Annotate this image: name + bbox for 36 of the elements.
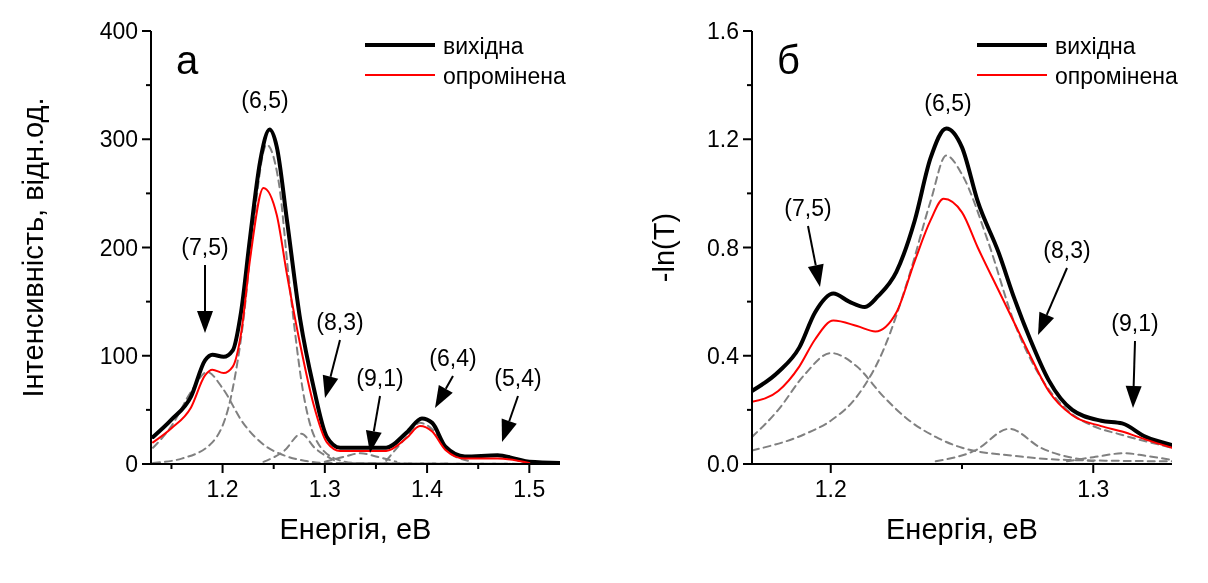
annotation: (9,1) bbox=[356, 365, 404, 391]
annotation: (8,3) bbox=[1043, 237, 1091, 263]
x-tick-label: 1.3 bbox=[308, 476, 341, 502]
y-axis-title: -ln(T) bbox=[648, 212, 680, 283]
x-tick-label: 1.5 bbox=[513, 476, 546, 502]
y-tick-label: 200 bbox=[99, 234, 138, 261]
y-tick-label: 1.2 bbox=[707, 126, 739, 153]
y-tick-label: 400 bbox=[99, 18, 138, 44]
legend-label: вихідна bbox=[443, 33, 524, 59]
y-tick-label: 0.4 bbox=[707, 342, 740, 369]
x-axis-title: Енергія, еВ bbox=[279, 513, 432, 545]
x-tick-label: 1.2 bbox=[814, 476, 847, 502]
y-tick-label: 0 bbox=[125, 451, 138, 477]
annotation: (8,3) bbox=[316, 309, 364, 335]
chart-title: а bbox=[176, 38, 199, 82]
x-tick-label: 1.3 bbox=[1077, 476, 1110, 502]
x-axis-title: Енергія, еВ bbox=[886, 513, 1038, 545]
y-axis-title: Інтенсивність, відн.од. bbox=[17, 97, 49, 398]
y-tick-label: 1.6 bbox=[707, 18, 739, 44]
y-tick-label: 300 bbox=[99, 126, 138, 153]
annotation: (7,5) bbox=[784, 195, 832, 221]
annotation: (5,4) bbox=[494, 365, 542, 391]
legend-label: вихідна bbox=[1055, 33, 1136, 59]
annotation: (7,5) bbox=[181, 234, 229, 260]
x-tick-label: 1.4 bbox=[411, 476, 444, 502]
annotation: (9,1) bbox=[1111, 310, 1159, 336]
annotation: (6,5) bbox=[924, 90, 972, 116]
annotation: (6,4) bbox=[429, 345, 477, 371]
legend-label: опромінена bbox=[1055, 63, 1178, 89]
annotation: (6,5) bbox=[241, 87, 289, 113]
legend-label: опромінена bbox=[443, 63, 566, 89]
x-tick-label: 1.2 bbox=[206, 476, 239, 502]
chart-title: б bbox=[777, 38, 800, 82]
y-tick-label: 0.0 bbox=[707, 451, 739, 477]
y-tick-label: 0.8 bbox=[707, 234, 739, 261]
y-tick-label: 100 bbox=[99, 342, 138, 369]
